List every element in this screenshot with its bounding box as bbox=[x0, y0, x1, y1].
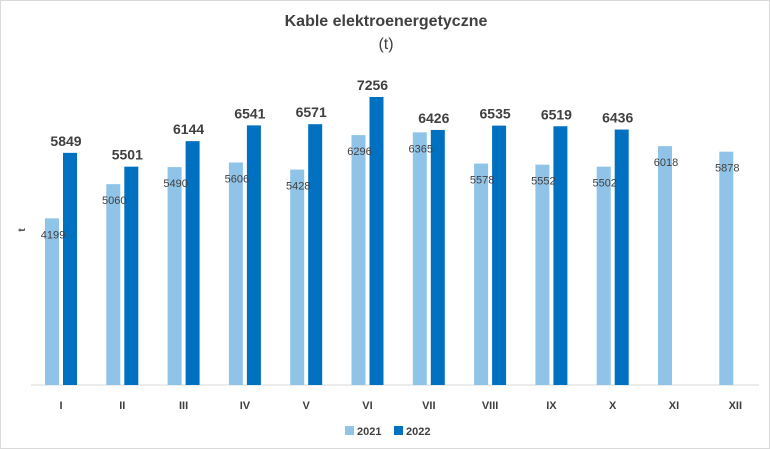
bar-2021-IV bbox=[228, 162, 243, 385]
data-label-2021-VII: 6365 bbox=[409, 143, 433, 155]
data-label-2021-XI: 6018 bbox=[654, 157, 678, 169]
x-tick-III: III bbox=[179, 400, 188, 412]
bar-2021-VII bbox=[412, 132, 427, 385]
legend-swatch-2022 bbox=[394, 426, 403, 435]
bar-2022-X bbox=[614, 129, 629, 385]
bar-2021-III bbox=[167, 167, 182, 385]
data-label-2022-I: 5849 bbox=[50, 133, 81, 149]
bar-2021-VI bbox=[351, 135, 366, 385]
bar-2021-I bbox=[45, 218, 59, 385]
bar-2022-II bbox=[124, 166, 139, 385]
legend: 2021 2022 bbox=[345, 426, 430, 438]
data-label-2021-II: 5060 bbox=[102, 195, 126, 207]
data-label-2022-III: 6144 bbox=[173, 121, 204, 137]
bars-layer bbox=[45, 97, 734, 386]
bar-2022-VIII bbox=[492, 125, 507, 385]
x-tick-IX: IX bbox=[546, 400, 557, 412]
data-label-2022-IX: 6519 bbox=[541, 106, 572, 122]
data-label-2022-V: 6571 bbox=[296, 104, 327, 120]
bar-2021-VIII bbox=[474, 163, 489, 385]
x-tick-XI: XI bbox=[669, 400, 679, 412]
x-tick-V: V bbox=[303, 400, 311, 412]
y-axis-label: t bbox=[17, 228, 28, 232]
bar-2021-XII bbox=[719, 151, 734, 385]
data-labels-layer: 4199 5849 5060 5501 5490 6144 5606 6541 5428 6571… bbox=[41, 77, 740, 241]
bar-2021-II bbox=[106, 184, 121, 385]
x-tick-labels: I II III IV V VI VII VIII IX X XI XII bbox=[59, 400, 742, 412]
data-label-2021-III: 5490 bbox=[163, 178, 187, 190]
x-tick-VI: VI bbox=[362, 400, 372, 412]
data-label-2022-IV: 6541 bbox=[234, 105, 265, 121]
legend-swatch-2021 bbox=[345, 426, 354, 435]
data-label-2022-X: 6436 bbox=[602, 110, 633, 126]
bar-2022-IV bbox=[246, 125, 261, 385]
data-label-2022-II: 5501 bbox=[112, 147, 143, 163]
data-label-2022-VI: 7256 bbox=[357, 77, 388, 93]
data-label-2021-V: 5428 bbox=[286, 181, 310, 193]
bar-2022-I bbox=[63, 152, 77, 385]
bar-2022-V bbox=[308, 124, 323, 385]
data-label-2021-VI: 6296 bbox=[347, 146, 371, 158]
bar-2021-V bbox=[290, 169, 305, 385]
chart-subtitle: (t) bbox=[378, 36, 393, 53]
bar-2022-VII bbox=[430, 129, 445, 385]
data-label-2021-VIII: 5578 bbox=[470, 175, 494, 187]
x-tick-VII: VII bbox=[422, 400, 435, 412]
bar-2021-XI bbox=[658, 146, 672, 385]
legend-label-2022: 2022 bbox=[406, 426, 430, 438]
data-label-2021-IX: 5552 bbox=[531, 176, 555, 188]
x-tick-VIII: VIII bbox=[482, 400, 499, 412]
data-label-2022-VIII: 6535 bbox=[480, 106, 511, 122]
data-label-2021-I: 4199 bbox=[41, 229, 65, 241]
data-label-2021-IV: 5606 bbox=[225, 173, 249, 185]
chart-title: Kable elektroenergetyczne bbox=[285, 13, 488, 30]
data-label-2022-VII: 6426 bbox=[418, 110, 449, 126]
bar-2021-IX bbox=[535, 164, 550, 385]
x-tick-II: II bbox=[119, 400, 125, 412]
data-label-2021-XII: 5878 bbox=[715, 163, 739, 175]
bar-2022-IX bbox=[553, 126, 568, 386]
x-tick-XII: XII bbox=[729, 400, 742, 412]
x-tick-IV: IV bbox=[240, 400, 251, 412]
bar-2022-III bbox=[185, 141, 200, 385]
data-label-2021-X: 5502 bbox=[592, 178, 616, 190]
legend-label-2021: 2021 bbox=[357, 426, 381, 438]
x-tick-X: X bbox=[609, 400, 617, 412]
x-tick-I: I bbox=[59, 400, 62, 412]
bar-2021-X bbox=[596, 166, 611, 385]
bar-2022-VI bbox=[369, 97, 384, 385]
